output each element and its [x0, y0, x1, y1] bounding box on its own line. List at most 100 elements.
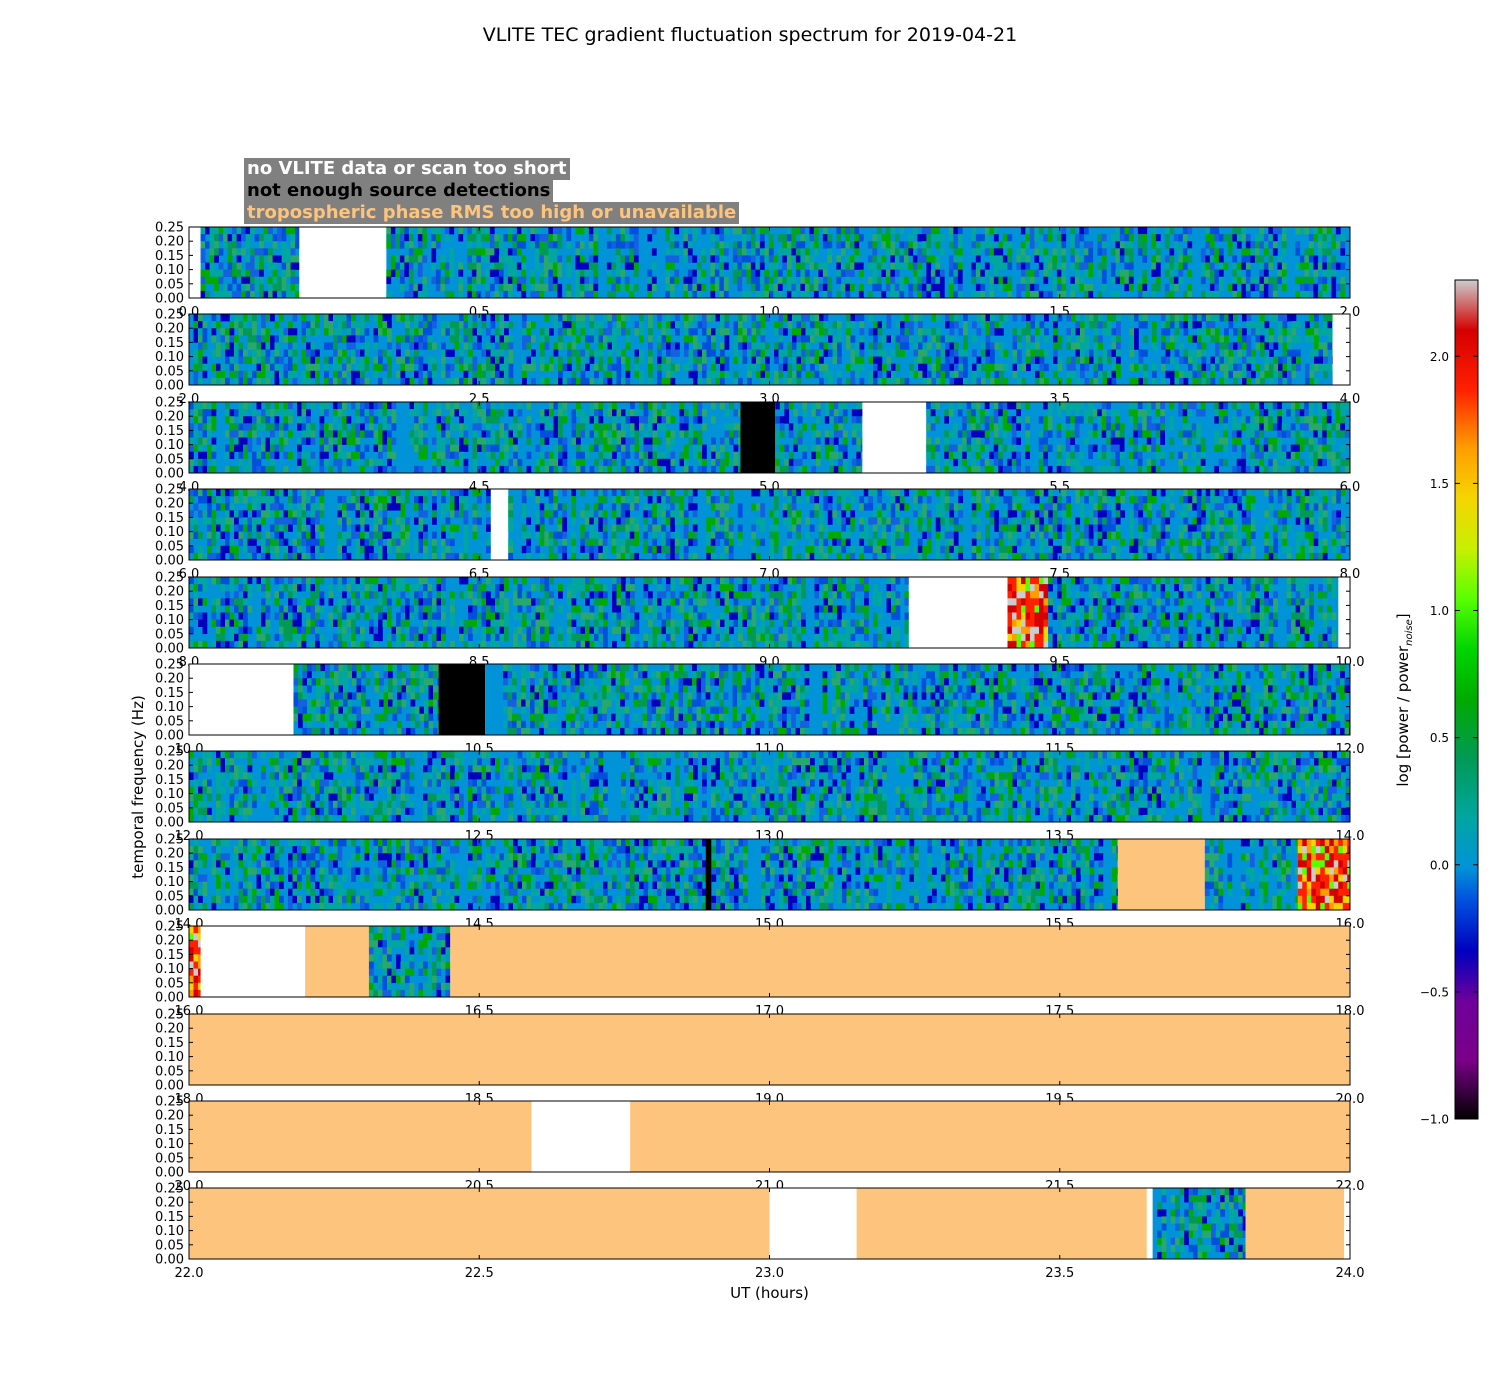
- spectrum-cell: [958, 363, 964, 372]
- spectrum-cell: [504, 356, 509, 364]
- spectrum-cell: [1146, 416, 1152, 424]
- spectrum-cell: [1263, 437, 1269, 445]
- spectrum-cell: [211, 349, 217, 357]
- spectrum-cell: [1088, 241, 1094, 249]
- spectrum-cell: [842, 409, 848, 417]
- spectrum-cell: [189, 496, 194, 504]
- spectrum-cell: [1155, 465, 1161, 474]
- spectrum-cell: [1110, 269, 1116, 277]
- spectrum-cell: [531, 377, 536, 386]
- spectrum-cell: [1057, 356, 1063, 364]
- spectrum-cell: [265, 423, 271, 431]
- spectrum-cell: [1286, 458, 1292, 467]
- spectrum-cell: [494, 290, 500, 299]
- spectrum-cell: [579, 283, 585, 292]
- spectrum-cell: [811, 451, 817, 460]
- spectrum-cell: [813, 290, 819, 299]
- spectrum-cell: [225, 430, 230, 438]
- spectrum-cell: [364, 416, 370, 424]
- spectrum-cell: [580, 335, 586, 343]
- spectrum-cell: [702, 451, 707, 460]
- spectrum-cell: [243, 510, 248, 518]
- spectrum-cell: [732, 262, 738, 270]
- spectrum-cell: [913, 314, 919, 322]
- spectrum-cell: [189, 489, 194, 497]
- spectrum-cell: [900, 349, 905, 357]
- spectrum-cell: [904, 377, 910, 386]
- spectrum-cell: [441, 437, 446, 445]
- spectrum-cell: [733, 321, 739, 329]
- spectrum-cell: [984, 227, 990, 235]
- spectrum-cell: [575, 248, 581, 256]
- spectrum-cell: [867, 290, 873, 299]
- spectrum-cell: [827, 234, 833, 242]
- spectrum-cell: [648, 423, 653, 431]
- spectrum-cell: [512, 269, 518, 277]
- spectrum-cell: [747, 349, 752, 357]
- spectrum-cell: [714, 283, 720, 292]
- spectrum-cell: [585, 444, 590, 452]
- spectrum-cell: [779, 416, 785, 424]
- spectrum-cell: [594, 402, 599, 410]
- spectrum-cell: [1074, 465, 1080, 474]
- spectrum-cell: [281, 255, 287, 263]
- spectrum-cell: [247, 465, 253, 474]
- spectrum-cell: [1047, 430, 1053, 438]
- spectrum-cell: [860, 451, 863, 460]
- spectrum-cell: [450, 377, 455, 386]
- spectrum-cell: [1169, 402, 1175, 410]
- spectrum-cell: [513, 416, 518, 424]
- spectrum-cell: [688, 423, 694, 431]
- spectrum-cell: [544, 342, 550, 350]
- spectrum-cell: [504, 328, 509, 336]
- spectrum-cell: [805, 349, 811, 357]
- spectrum-cell: [1182, 248, 1188, 256]
- spectrum-cell: [665, 290, 671, 299]
- spectrum-cell: [1129, 363, 1135, 372]
- spectrum-cell: [229, 451, 235, 460]
- spectrum-cell: [795, 283, 801, 292]
- spectrum-cell: [1215, 314, 1220, 322]
- spectrum-cell: [1206, 377, 1211, 386]
- spectrum-cell: [261, 416, 266, 424]
- spectrum-cell: [1026, 335, 1031, 343]
- spectrum-cell: [1155, 248, 1161, 256]
- spectrum-cell: [607, 423, 613, 431]
- spectrum-cell: [310, 430, 316, 438]
- spectrum-cell: [1214, 402, 1220, 410]
- spectrum-cell: [899, 283, 905, 292]
- spectrum-cell: [1313, 234, 1319, 242]
- spectrum-cell: [245, 290, 251, 299]
- spectrum-cell: [319, 437, 325, 445]
- spectrum-cell: [1304, 262, 1310, 270]
- spectrum-cell: [1305, 328, 1310, 336]
- spectrum-cell: [202, 437, 208, 445]
- spectrum-cell: [503, 255, 509, 263]
- spectrum-cell: [648, 370, 653, 379]
- spectrum-cell: [1034, 234, 1040, 242]
- spectrum-cell: [971, 423, 977, 431]
- spectrum-cell: [922, 328, 928, 336]
- spectrum-cell: [714, 269, 720, 277]
- spectrum-cell: [1038, 465, 1044, 474]
- spectrum-cell: [1296, 363, 1301, 372]
- spectrum-cell: [615, 269, 621, 277]
- spectrum-cell: [607, 314, 613, 322]
- spectrum-cell: [1165, 328, 1171, 336]
- spectrum-cell: [324, 321, 329, 329]
- spectrum-cell: [319, 430, 325, 438]
- spectrum-cell: [337, 458, 343, 467]
- spectrum-cell: [319, 524, 325, 532]
- spectrum-cell: [1308, 423, 1314, 431]
- spectrum-cell: [714, 227, 720, 235]
- spectrum-cell: [1196, 458, 1202, 467]
- spectrum-cell: [1080, 342, 1085, 350]
- spectrum-cell: [985, 342, 991, 350]
- spectrum-cell: [458, 276, 464, 285]
- spectrum-cell: [211, 444, 217, 452]
- spectrum-cell: [926, 269, 932, 277]
- spectrum-cell: [471, 276, 477, 285]
- spectrum-cell: [544, 377, 550, 386]
- spectrum-cell: [1101, 423, 1107, 431]
- spectrum-cell: [927, 370, 932, 379]
